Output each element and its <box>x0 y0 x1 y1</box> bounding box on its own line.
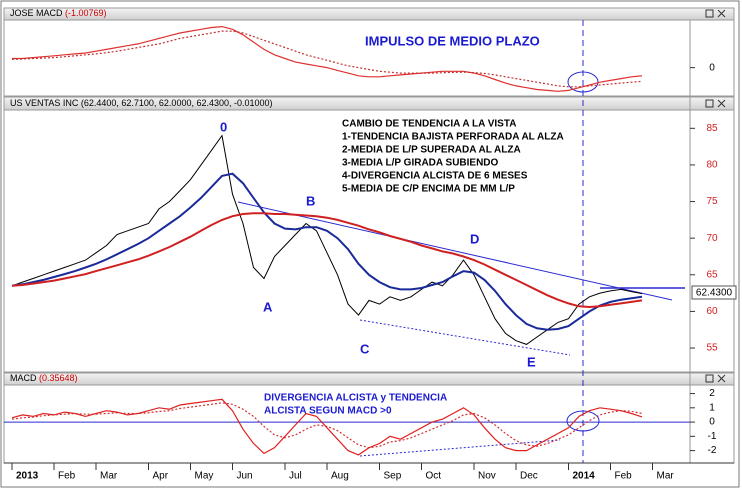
x-tick-label: 2013 <box>16 471 39 482</box>
price-tag-box <box>691 285 737 300</box>
y-tick-label: 70 <box>706 233 718 244</box>
notes: CAMBIO DE TENDENCIA A LA VISTA 1-TENDENCI… <box>342 119 564 195</box>
y-tick-label: 80 <box>706 160 718 171</box>
point-label: C <box>360 341 370 356</box>
y-tick-label: 0 <box>709 417 715 428</box>
x-tick-label: Oct <box>426 471 442 482</box>
series-line <box>11 172 643 331</box>
trend-line <box>237 201 673 301</box>
x-tick-label: May <box>195 471 214 482</box>
series-line <box>11 212 643 309</box>
support-line <box>359 319 571 356</box>
panel-frame <box>3 19 735 97</box>
annotation: DIVERGENCIA ALCISTA y TENDENCIA <box>264 393 447 404</box>
note-line: 5-MEDIA DE C/P ENCIMA DE MM L/P <box>342 184 515 195</box>
last-price-tag: 62.4300 <box>691 285 737 300</box>
series-line <box>11 398 643 456</box>
note-line: 2-MEDIA DE L/P SUPERADA AL ALZA <box>342 145 521 156</box>
x-tick-label: Apr <box>153 471 169 482</box>
x-tick-label: 2014 <box>573 471 596 482</box>
panel-title: JOSE MACD (-1.00769) <box>10 8 107 18</box>
series-line <box>11 30 643 88</box>
point-label: 0 <box>220 119 227 134</box>
x-tick-label: Jun <box>237 471 253 482</box>
y-tick-label: 2 <box>709 388 715 399</box>
point-label: A <box>263 299 273 314</box>
y-tick-label: 75 <box>706 196 718 207</box>
point-label: B <box>306 193 315 208</box>
series-line <box>12 25 643 92</box>
x-tick-label: Aug <box>331 471 349 482</box>
x-tick-label: Feb <box>58 471 76 482</box>
y-tick-label: -2 <box>708 445 717 456</box>
y-tick-label: 85 <box>706 123 718 134</box>
note-line: 1-TENDENCIA BAJISTA PERFORADA AL ALZA <box>342 132 564 143</box>
divergence-line <box>359 439 561 457</box>
annotation: IMPULSO DE MEDIO PLAZO <box>365 33 540 48</box>
panel-title: MACD (0.35648) <box>10 373 78 383</box>
series-line <box>11 134 643 345</box>
x-tick-label: Mar <box>100 471 118 482</box>
y-tick-label: 60 <box>706 306 718 317</box>
x-tick-label: Dec <box>520 471 538 482</box>
x-tick-label: Nov <box>478 471 496 482</box>
x-tick-label: Sep <box>384 471 402 482</box>
panel-header <box>3 7 735 21</box>
series-line <box>11 402 643 449</box>
y-tick-label: 55 <box>706 343 718 354</box>
panel-header <box>3 372 735 386</box>
highlight-ellipse <box>566 410 600 432</box>
y-tick-label: 65 <box>706 269 718 280</box>
x-tick-label: Mar <box>657 471 675 482</box>
y-tick-label: -1 <box>708 431 717 442</box>
note-line: 3-MEDIA L/P GIRADA SUBIENDO <box>342 158 499 169</box>
panel-title: US VENTAS INC (62.4400, 62.7100, 62.0000… <box>10 98 273 108</box>
note-line: 4-DIVERGENCIA ALCISTA DE 6 MESES <box>342 171 528 182</box>
x-tick-label: Feb <box>615 471 633 482</box>
price-tag: 62.4300 <box>696 288 733 299</box>
annotation: ALCISTA SEGUN MACD >0 <box>264 406 392 417</box>
panel-frame <box>3 109 735 373</box>
point-label: E <box>527 354 536 369</box>
y-tick-label: 1 <box>709 402 715 413</box>
window-buttons[interactable] <box>705 9 726 383</box>
x-tick-label: Jul <box>289 471 302 482</box>
y-tick-label: 0 <box>709 62 715 73</box>
note-line: CAMBIO DE TENDENCIA A LA VISTA <box>342 119 516 130</box>
highlight-ellipse <box>567 71 599 93</box>
point-label: D <box>470 231 479 246</box>
